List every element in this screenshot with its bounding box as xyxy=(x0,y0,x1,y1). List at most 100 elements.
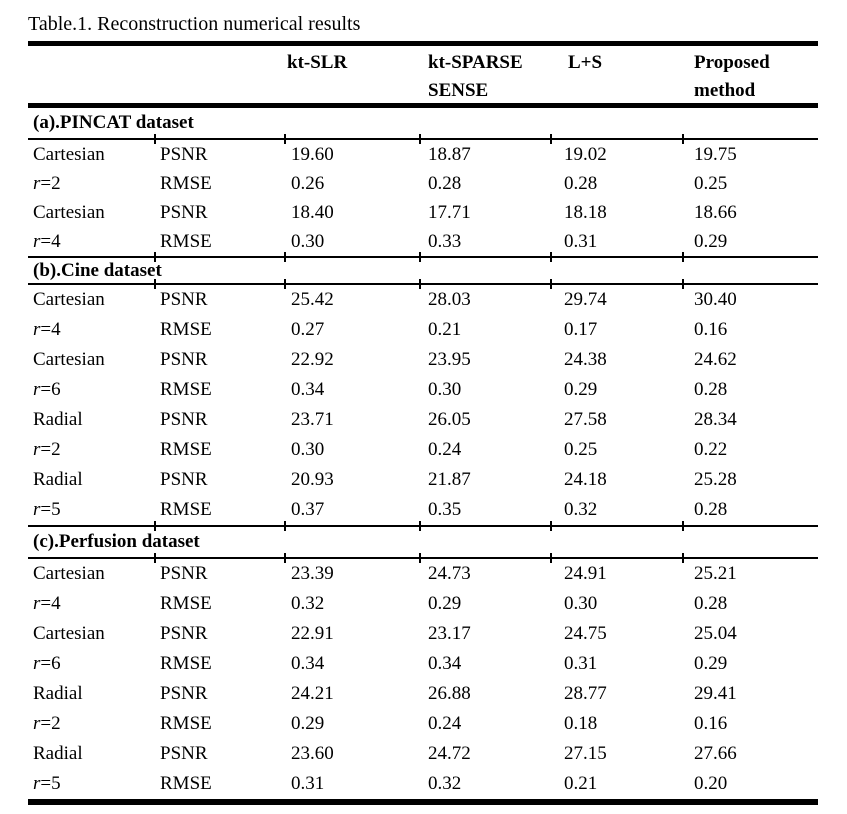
sampling-cell: Cartesian xyxy=(33,563,105,584)
metric-cell: PSNR xyxy=(160,349,208,370)
table-row: r=5 RMSE 0.37 0.35 0.32 0.28 xyxy=(28,495,818,525)
value-cell: 26.05 xyxy=(428,409,471,430)
metric-cell: RMSE xyxy=(160,773,212,794)
table-row: r=2 RMSE 0.29 0.24 0.18 0.16 xyxy=(28,709,818,739)
value-cell: 22.92 xyxy=(291,349,334,370)
value-cell: 24.72 xyxy=(428,743,471,764)
column-tick xyxy=(154,134,156,144)
column-tick xyxy=(284,252,286,262)
bottom-rule xyxy=(28,799,818,805)
value-cell: 24.75 xyxy=(564,623,607,644)
value-cell: 0.21 xyxy=(564,773,598,794)
value-cell: 0.17 xyxy=(564,319,598,340)
reduction-cell: r=6 xyxy=(28,653,155,675)
value-cell: 0.31 xyxy=(291,773,325,794)
r-variable: r xyxy=(33,319,41,340)
value-cell: 0.37 xyxy=(291,499,325,520)
value-cell: 25.28 xyxy=(694,469,737,490)
value-cell: 0.16 xyxy=(694,319,728,340)
value-cell: 29.41 xyxy=(694,683,737,704)
value-cell: 27.66 xyxy=(694,743,737,764)
reduction-cell: r=2 xyxy=(28,713,155,735)
column-tick xyxy=(419,521,421,531)
value-cell: 0.20 xyxy=(694,773,728,794)
value-cell: 25.04 xyxy=(694,623,737,644)
metric-cell: PSNR xyxy=(160,469,208,490)
value-cell: 24.73 xyxy=(428,563,471,584)
metric-cell: PSNR xyxy=(160,683,208,704)
value-cell: 0.28 xyxy=(564,172,598,194)
value-cell: 0.29 xyxy=(291,713,325,734)
value-cell: 0.28 xyxy=(428,172,462,194)
value-cell: 24.18 xyxy=(564,469,607,490)
r-variable: r xyxy=(33,230,41,252)
value-cell: 23.60 xyxy=(291,743,334,764)
horizontal-rule xyxy=(28,252,818,262)
column-tick xyxy=(154,553,156,563)
column-tick xyxy=(154,252,156,262)
table-row: Radial PSNR 20.93 21.87 24.18 25.28 xyxy=(28,465,818,495)
column-tick xyxy=(550,553,552,563)
table-row: r=4 RMSE 0.32 0.29 0.30 0.28 xyxy=(28,589,818,619)
value-cell: 0.32 xyxy=(564,499,598,520)
col-header-line: Proposed xyxy=(694,52,770,73)
value-cell: 24.38 xyxy=(564,349,607,370)
r-value: =2 xyxy=(40,439,61,460)
metric-cell: RMSE xyxy=(160,653,212,674)
table-row: Radial PSNR 24.21 26.88 28.77 29.41 xyxy=(28,679,818,709)
value-cell: 0.30 xyxy=(428,379,462,400)
value-cell: 0.32 xyxy=(428,773,462,794)
value-cell: 27.58 xyxy=(564,409,607,430)
value-cell: 0.34 xyxy=(428,653,462,674)
metric-cell: PSNR xyxy=(160,289,208,310)
reduction-cell: r=2 xyxy=(28,173,155,195)
metric-cell: PSNR xyxy=(160,201,208,223)
metric-cell: PSNR xyxy=(160,623,208,644)
r-value: =6 xyxy=(40,379,61,400)
sampling-cell: Cartesian xyxy=(33,623,105,644)
value-cell: 0.34 xyxy=(291,653,325,674)
column-tick xyxy=(419,553,421,563)
value-cell: 18.87 xyxy=(428,143,471,165)
table-row: r=2 RMSE 0.30 0.24 0.25 0.22 xyxy=(28,435,818,465)
column-tick xyxy=(550,134,552,144)
horizontal-rule xyxy=(28,521,818,531)
value-cell: 23.71 xyxy=(291,409,334,430)
r-value: =2 xyxy=(40,172,61,194)
value-cell: 19.60 xyxy=(291,143,334,165)
col-header-kt-slr: kt-SLR xyxy=(287,52,348,73)
metric-cell: RMSE xyxy=(160,379,212,400)
value-cell: 19.02 xyxy=(564,143,607,165)
table-row: Cartesian PSNR 23.39 24.73 24.91 25.21 xyxy=(28,559,818,589)
col-header-line: SENSE xyxy=(428,80,489,101)
value-cell: 0.29 xyxy=(694,653,728,674)
value-cell: 27.15 xyxy=(564,743,607,764)
value-cell: 18.40 xyxy=(291,201,334,223)
r-value: =4 xyxy=(40,319,61,340)
r-value: =4 xyxy=(40,593,61,614)
value-cell: 0.24 xyxy=(428,439,462,460)
reduction-cell: r=5 xyxy=(28,499,155,521)
table-row: r=2 RMSE 0.26 0.28 0.28 0.25 xyxy=(28,169,818,198)
col-header-kt-sparse-sense: kt-SPARSE SENSE xyxy=(420,49,551,105)
horizontal-rule xyxy=(28,279,818,289)
table-row: r=4 RMSE 0.27 0.21 0.17 0.16 xyxy=(28,315,818,345)
value-cell: 0.27 xyxy=(291,319,325,340)
column-tick xyxy=(419,252,421,262)
horizontal-rule xyxy=(28,134,818,144)
reduction-cell: r=6 xyxy=(28,379,155,401)
value-cell: 24.91 xyxy=(564,563,607,584)
header-rule xyxy=(28,103,818,108)
table-row: Cartesian PSNR 18.40 17.71 18.18 18.66 xyxy=(28,198,818,227)
column-tick xyxy=(284,134,286,144)
table-row: r=4 RMSE 0.30 0.33 0.31 0.29 xyxy=(28,227,818,256)
value-cell: 17.71 xyxy=(428,201,471,223)
sampling-cell: Cartesian xyxy=(33,143,105,165)
sampling-cell: Cartesian xyxy=(33,289,105,310)
value-cell: 0.24 xyxy=(428,713,462,734)
value-cell: 0.28 xyxy=(694,379,728,400)
value-cell: 23.95 xyxy=(428,349,471,370)
column-tick xyxy=(154,279,156,289)
column-tick xyxy=(682,134,684,144)
value-cell: 18.66 xyxy=(694,201,737,223)
